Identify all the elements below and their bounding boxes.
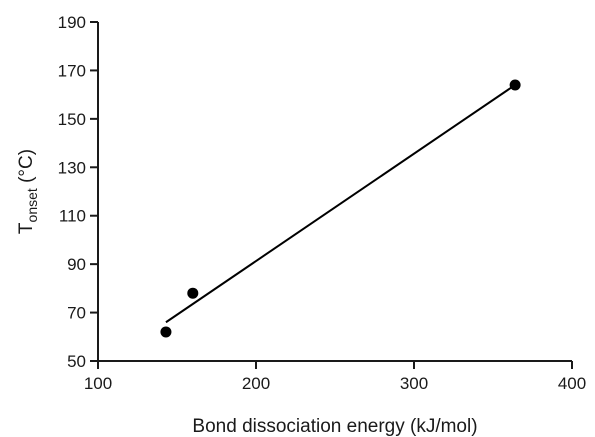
x-tick-label: 100 <box>84 374 112 393</box>
y-tick-label: 90 <box>67 255 86 274</box>
y-axis-title-main: T <box>16 222 37 234</box>
x-tick-label: 400 <box>558 374 586 393</box>
y-tick-label: 170 <box>58 61 86 80</box>
y-tick-label: 130 <box>58 158 86 177</box>
y-tick-label: 110 <box>59 207 86 226</box>
y-tick-label: 50 <box>67 352 86 371</box>
y-tick-label: 70 <box>67 304 86 323</box>
x-tick-label: 200 <box>242 374 270 393</box>
y-tick-label: 150 <box>58 110 86 129</box>
data-point <box>160 326 172 338</box>
y-axis-title-subscript: onset <box>24 188 40 222</box>
y-axis-ticks: 50 70 90 110 130 150 170 190 <box>58 13 98 371</box>
y-tick-label: 190 <box>58 13 86 32</box>
x-axis-title: Bond dissociation energy (kJ/mol) <box>192 416 477 437</box>
plot-area <box>97 22 572 362</box>
x-axis-ticks: 100 200 300 400 <box>84 361 586 393</box>
trend-line <box>165 84 516 324</box>
y-axis-title-suffix: (°C) <box>16 149 37 188</box>
data-point <box>509 79 521 91</box>
y-axis-title: Tonset (°C) <box>16 149 40 234</box>
x-tick-label: 300 <box>400 374 428 393</box>
data-point <box>187 287 199 299</box>
